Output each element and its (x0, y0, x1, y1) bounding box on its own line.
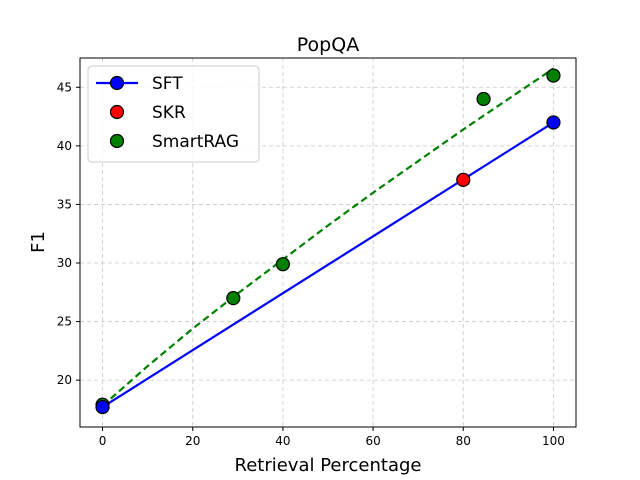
y-tick-label: 45 (57, 80, 72, 94)
x-axis-label: Retrieval Percentage (235, 455, 422, 476)
smartrag-point (477, 93, 490, 106)
sft-point (96, 401, 109, 414)
legend-smartrag-marker (111, 135, 124, 148)
y-tick-label: 20 (57, 373, 72, 387)
legend-smartrag-label: SmartRAG (152, 132, 239, 152)
legend-skr-label: SKR (152, 103, 186, 123)
smartrag-point (547, 69, 560, 82)
x-tick-label: 60 (365, 434, 380, 448)
sft-point (547, 116, 560, 129)
chart: 0 20 40 60 80 100 20 25 30 35 40 45 PopQA Retrieval… (0, 0, 640, 480)
y-tick-label: 35 (57, 197, 72, 211)
y-tick-label: 40 (57, 139, 72, 153)
legend-sft-label: SFT (152, 74, 183, 94)
x-tick-label: 0 (99, 434, 107, 448)
x-tick-label: 40 (275, 434, 290, 448)
skr-point (457, 173, 470, 186)
legend-skr-marker (111, 106, 124, 119)
y-tick-label: 30 (57, 256, 72, 270)
legend-sft-marker (111, 77, 124, 90)
chart-title: PopQA (297, 34, 359, 56)
x-tick-label: 100 (542, 434, 565, 448)
smartrag-point (276, 258, 289, 271)
y-axis-label: F1 (28, 231, 49, 253)
legend: SFT SKR SmartRAG (88, 66, 259, 162)
smartrag-point (227, 292, 240, 305)
x-tick-label: 20 (185, 434, 200, 448)
sft-line (103, 122, 554, 407)
y-tick-label: 25 (57, 315, 72, 329)
x-tick-label: 80 (456, 434, 471, 448)
